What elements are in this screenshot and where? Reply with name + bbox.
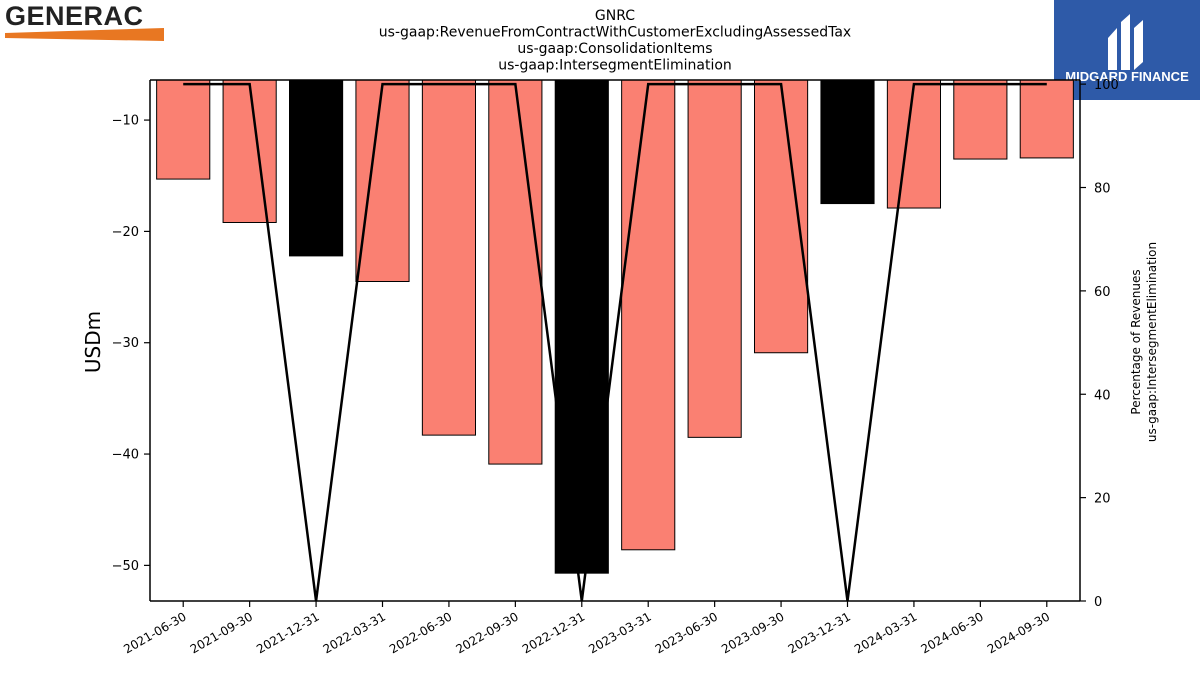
- y2-tick-label: 0: [1094, 595, 1102, 610]
- x-tick-label: 2023-09-30: [719, 609, 786, 656]
- bar: [222, 79, 277, 223]
- bar: [953, 79, 1008, 160]
- x-tick-label: 2022-12-31: [520, 609, 587, 656]
- right-axis-label-line: Percentage of Revenues: [1129, 269, 1143, 414]
- y-tick-label: −30: [112, 336, 139, 351]
- x-tick-label: 2022-06-30: [387, 609, 454, 656]
- y-tick-label: −20: [112, 225, 139, 240]
- bar-series: [156, 79, 1074, 574]
- y2-tick-label: 40: [1094, 388, 1111, 403]
- bar: [687, 79, 742, 438]
- x-tick-label: 2023-03-31: [586, 609, 653, 656]
- generac-logo: GENERAC: [5, 1, 164, 41]
- chart-title: GNRCus-gaap:RevenueFromContractWithCusto…: [379, 8, 851, 74]
- x-tick-label: 2021-12-31: [254, 609, 321, 656]
- y2-tick-label: 20: [1094, 492, 1111, 507]
- chart-title-line: us-gaap:IntersegmentElimination: [498, 58, 732, 74]
- bar: [754, 79, 809, 354]
- bar: [156, 79, 211, 180]
- generac-logo-text: GENERAC: [5, 1, 144, 31]
- x-tick-label: 2022-09-30: [453, 609, 520, 656]
- axes: [149, 79, 1081, 602]
- bar: [421, 79, 477, 436]
- generac-logo-swoosh: [5, 28, 164, 41]
- line-series: [183, 82, 1047, 602]
- bar: [289, 79, 344, 257]
- y2-tick-label: 100: [1094, 78, 1119, 93]
- x-tick-label: 2024-06-30: [918, 609, 985, 656]
- y-axis-label: USDm: [81, 311, 105, 373]
- x-tick-label: 2022-03-31: [321, 609, 388, 656]
- y2-tick-label: 80: [1094, 182, 1111, 197]
- right-axis-ticks: 0 20 40 60 80 100: [1080, 78, 1119, 610]
- x-tick-label: 2021-06-30: [121, 609, 188, 656]
- x-axis-ticks: 2021-06-30 2021-09-30 2021-12-31 2022-03-31…: [121, 601, 1052, 656]
- bar: [820, 79, 875, 205]
- bar: [1019, 79, 1074, 159]
- right-axis-label: Percentage of Revenues us-gaap:Intersegme…: [1129, 242, 1159, 442]
- y-tick-label: −40: [112, 448, 139, 463]
- midgard-finance-logo: MIDGARD FINANCE: [1054, 0, 1200, 100]
- x-tick-label: 2024-03-31: [852, 609, 919, 656]
- chart-title-line: us-gaap:ConsolidationItems: [517, 41, 712, 57]
- left-axis-ticks: −10 −20 −30 −40 −50: [112, 114, 150, 574]
- bar: [355, 79, 410, 282]
- y-tick-label: −50: [112, 559, 139, 574]
- bar: [488, 79, 543, 465]
- right-axis-label-line: us-gaap:IntersegmentElimination: [1145, 242, 1159, 442]
- bar: [621, 79, 676, 551]
- chart-title-line: GNRC: [595, 8, 635, 24]
- x-tick-label: 2024-09-30: [985, 609, 1052, 656]
- x-tick-label: 2023-06-30: [653, 609, 720, 656]
- y2-tick-label: 60: [1094, 285, 1111, 300]
- chart-title-line: us-gaap:RevenueFromContractWithCustomerE…: [379, 25, 851, 41]
- midgard-logo-mark-icon: [1108, 14, 1143, 70]
- x-tick-label: 2021-09-30: [188, 609, 255, 656]
- y-tick-label: −10: [112, 114, 139, 129]
- midgard-logo-text: MIDGARD FINANCE: [1065, 69, 1189, 84]
- line-path: [183, 82, 1047, 602]
- bar: [886, 79, 941, 209]
- x-tick-label: 2023-12-31: [786, 609, 853, 656]
- bar: [554, 79, 609, 574]
